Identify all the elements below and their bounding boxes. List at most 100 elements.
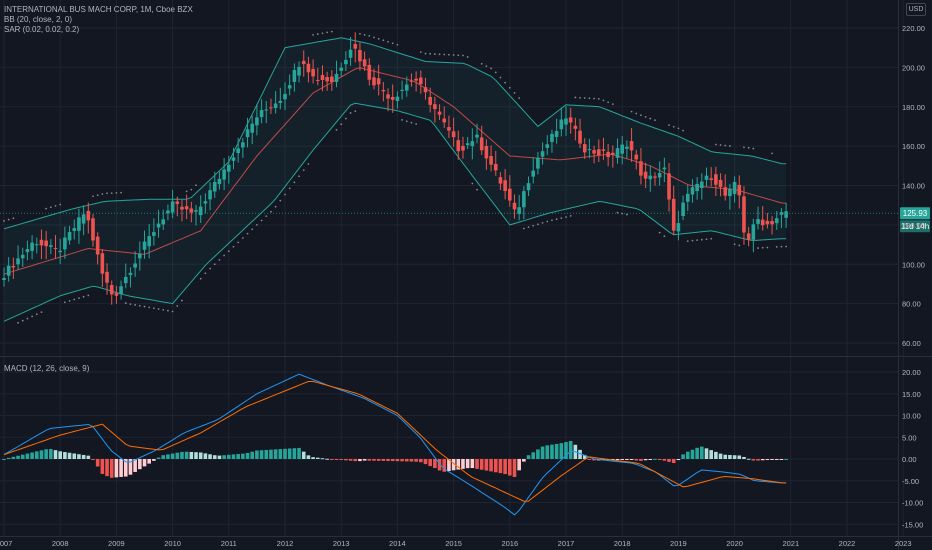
candle-body [166,210,170,214]
sar-dot [270,210,272,213]
sar-dot [354,110,357,113]
macd-histogram-bar [161,455,166,459]
macd-histogram-bar [208,454,212,459]
candle-body [133,263,137,268]
sar-dot [330,30,333,33]
currency-button[interactable]: USD [906,3,926,16]
price-axis-tick: 160.00 [902,142,925,151]
sar-dot [237,241,240,244]
sar-dot [710,237,713,240]
candle-body [161,219,166,225]
macd-histogram-bar [568,440,573,459]
sar-dot [54,204,57,207]
sar-dot [522,227,525,230]
macd-histogram-bar [273,449,278,459]
sar-dot [246,232,249,235]
macd-histogram-bar [222,455,226,459]
macd-histogram-bar [20,454,25,459]
macd-indicator-label[interactable]: MACD (12, 26, close, 9) [4,364,90,373]
macd-histogram-bar [315,457,320,459]
macd-histogram-bar [72,453,77,459]
sar-dot [363,33,366,36]
macd-histogram-bar [489,459,493,472]
candle-body [222,169,226,180]
macd-histogram-bar [409,459,414,462]
sar-dot [124,302,127,304]
sar-dot [377,37,380,40]
macd-histogram-bar [728,454,732,459]
candle-body [756,219,760,224]
sar-dot [593,97,595,100]
candle-body [667,173,671,200]
macd-histogram-bar [184,451,189,459]
candle-body [39,239,44,246]
candle-body [709,178,713,180]
sar-dot [663,235,666,238]
macd-histogram-bar [353,459,358,462]
candle-body [601,149,606,151]
sar-dot [344,117,347,120]
candle-body [512,202,517,210]
sar-dot [307,163,310,165]
candle-body [690,187,695,195]
sar-dot [17,321,19,324]
sar-dot [541,222,544,224]
sar-dot [443,53,446,56]
sar-indicator-label[interactable]: SAR (0.02, 0.02, 0.2) [4,25,80,34]
sar-dot [729,145,731,147]
bb-indicator-label[interactable]: BB (20, close, 2, 0) [4,15,73,24]
macd-histogram-bar [67,452,72,459]
macd-histogram-bar [166,454,170,459]
candle-body [765,220,770,225]
macd-histogram-bar [770,459,774,460]
sar-dot [373,36,375,39]
sar-dot [780,245,783,248]
macd-histogram-bar [718,453,723,459]
candle-body [255,117,259,126]
macd-histogram-bar [456,459,461,470]
candle-body [301,60,306,65]
candle-body [381,89,386,92]
time-axis-tick: 2009 [108,539,125,548]
sar-dot [368,34,371,37]
macd-axis-tick: -10.00 [902,499,923,508]
macd-histogram-bar [91,459,95,460]
candle-body [311,68,315,77]
macd-histogram-bar [348,459,353,461]
candle-body [437,111,442,115]
time-axis-tick: 2012 [277,539,294,548]
candle-body [189,208,194,213]
sar-dot [602,99,605,102]
sar-dot [644,116,647,118]
candle-body [695,183,699,192]
macd-histogram-bar [437,459,442,471]
candle-body [231,157,236,161]
candle-body [119,286,123,295]
sar-dot [302,169,305,172]
candle-body [409,80,414,82]
sar-dot [312,33,314,36]
candle-body [526,183,531,191]
candle-body [128,272,133,276]
macd-axis-tick: -15.00 [902,520,923,529]
candle-body [760,219,765,226]
macd-histogram-bar [138,459,142,470]
candle-body [615,148,620,158]
signal-line [3,381,787,502]
sar-dot [499,76,502,79]
macd-histogram-bar [34,451,39,459]
macd-histogram-bar [442,459,447,472]
candle-body [568,117,573,123]
macd-histogram-bar [756,459,760,461]
sar-dot [3,220,5,222]
candle-body [306,63,311,73]
macd-histogram-bar [643,459,648,461]
candle-body [77,217,81,231]
sar-dot [569,215,572,217]
sar-dot [771,152,773,155]
candle-body [629,141,634,151]
candle-body [606,151,610,158]
candle-body [784,211,788,218]
sar-dot [625,213,628,216]
